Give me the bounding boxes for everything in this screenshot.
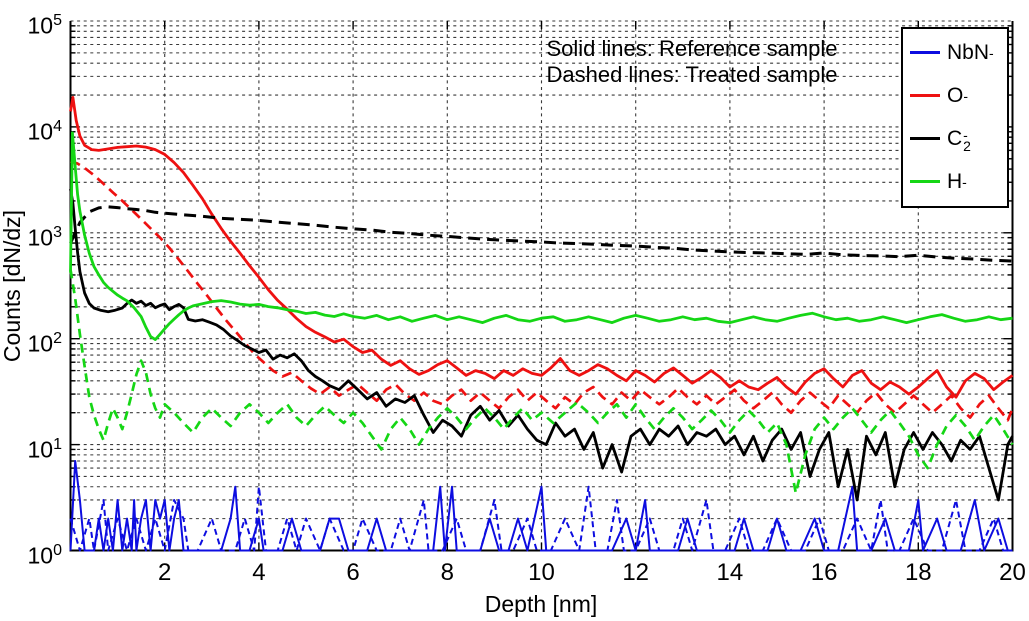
legend-line-swatch <box>910 51 940 54</box>
x-tick-label: 16 <box>810 559 838 586</box>
y-tick-label: 105 <box>27 12 63 39</box>
y-tick-label: 100 <box>27 541 63 569</box>
axis-ticks <box>70 21 1014 551</box>
legend-label: C-2 <box>947 126 971 154</box>
legend-item: C-2 <box>903 117 1007 160</box>
legend-line-swatch <box>910 137 940 140</box>
y-tick-label: 104 <box>27 117 63 145</box>
legend-line-swatch <box>910 94 940 97</box>
series-nbn-treated <box>69 485 1013 552</box>
x-tick-label: 2 <box>158 559 172 586</box>
series-o-treated <box>70 160 1014 422</box>
legend-line-swatch <box>910 180 940 183</box>
y-axis-label: Counts [dN/dz] <box>0 209 25 363</box>
grid <box>70 20 1013 551</box>
legend: NbN - O - C -2 H - <box>901 27 1009 208</box>
legend-label: NbN - <box>947 40 994 64</box>
legend-label: O- <box>947 83 969 107</box>
annotation-line-dashed: Dashed lines: Treated sample <box>546 62 838 87</box>
legend-label: H- <box>947 169 967 193</box>
x-tick-label: 8 <box>440 559 454 586</box>
series-h-treated <box>69 269 1014 495</box>
series-c2-treated <box>69 205 1013 263</box>
x-tick-label: 6 <box>346 559 360 586</box>
x-tick-label: 18 <box>904 559 932 586</box>
x-tick-label: 10 <box>528 559 555 586</box>
legend-item: NbN - <box>903 31 1007 74</box>
x-tick-label: 4 <box>252 559 266 586</box>
x-tick-label: 20 <box>999 559 1026 586</box>
annotation: Solid lines: Reference sample Dashed lin… <box>546 36 837 88</box>
annotation-line-solid: Solid lines: Reference sample <box>546 36 838 61</box>
y-tick-label: 101 <box>27 435 63 463</box>
y-tick-label: 102 <box>27 329 63 357</box>
series-c2-reference <box>69 188 1014 502</box>
series-o-reference <box>69 96 1014 399</box>
legend-item: O- <box>903 74 1007 117</box>
y-tick-label: 103 <box>27 223 63 251</box>
x-axis-label: Depth [nm] <box>484 591 598 617</box>
x-tick-label: 12 <box>622 559 650 586</box>
x-tick-label: 14 <box>716 559 744 586</box>
series-h-reference <box>69 131 1013 342</box>
legend-item: H- <box>903 160 1007 203</box>
